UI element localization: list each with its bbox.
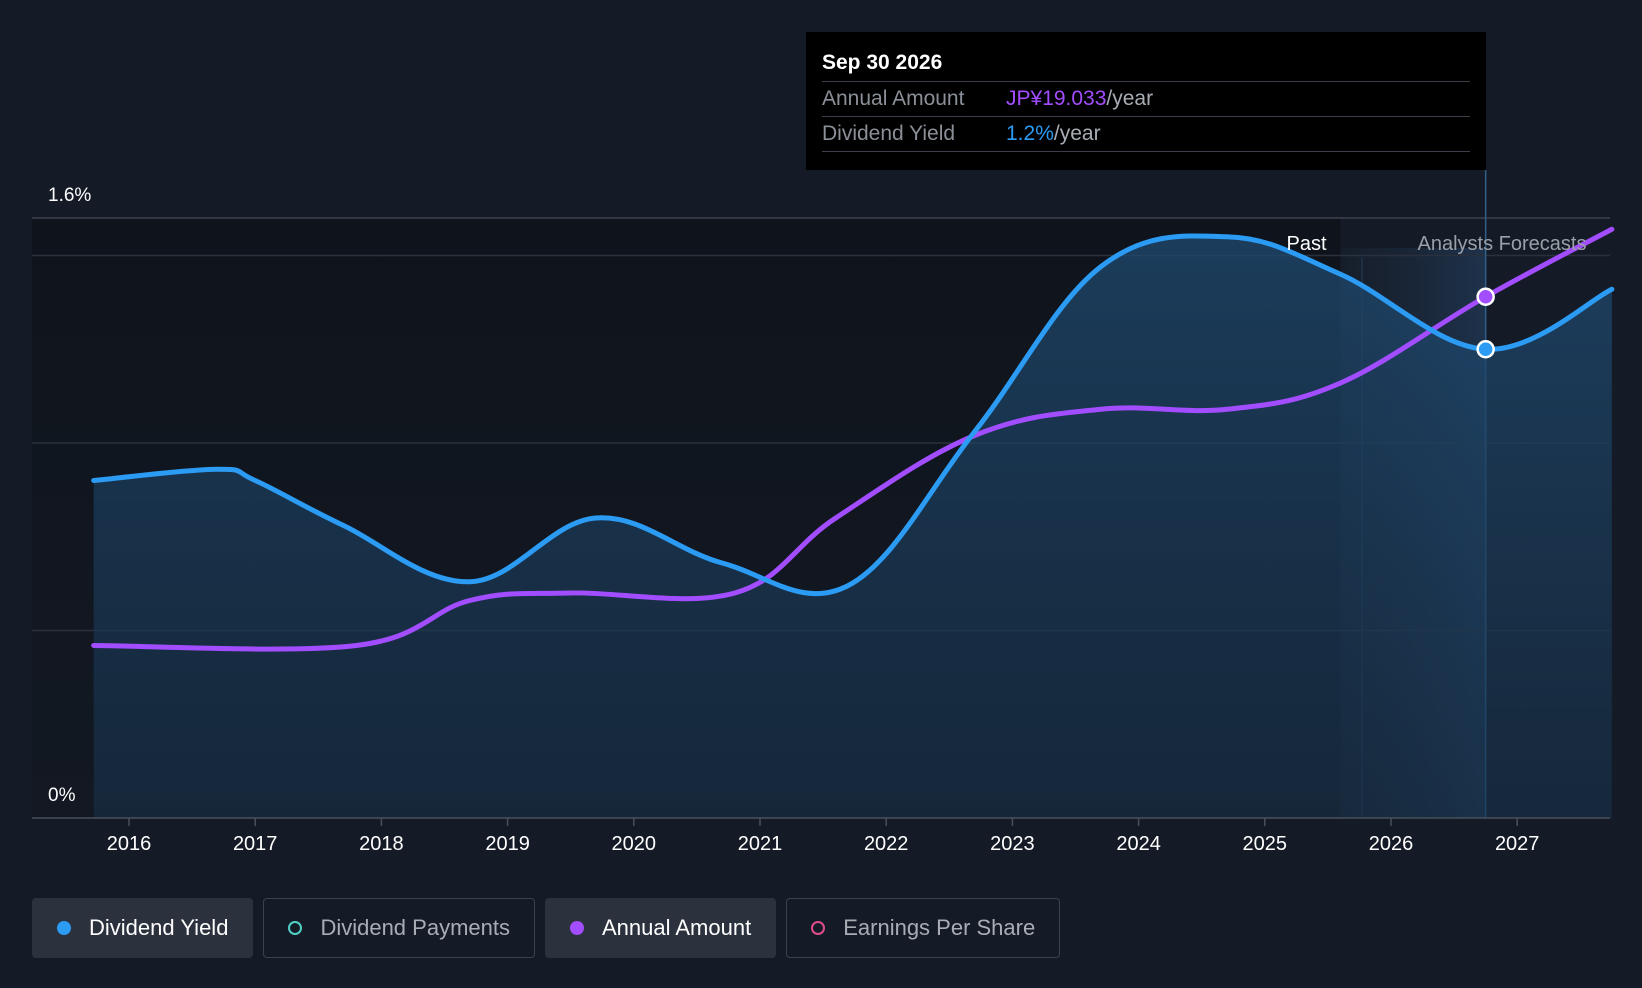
legend-label: Annual Amount [601,915,752,940]
x-tick-label: 2025 [1243,833,1288,855]
legend-ring-icon [288,921,303,935]
x-tick-label: 2024 [1116,833,1161,855]
annual-amount-line [91,226,1615,652]
legend-dot-icon [57,921,71,935]
dividend-yield-area [93,235,1612,819]
tooltip-value: 1.2% [1006,122,1054,145]
x-tick-label: 2027 [1495,833,1540,855]
annual-amount-marker [1476,287,1495,306]
x-tick-label: 2019 [485,833,530,855]
chart-legend: Dividend Yield Dividend Payments Annual … [32,898,1061,958]
legend-label: Dividend Yield [89,915,229,940]
tooltip-key: Annual Amount [822,87,965,110]
past-label: Past [1286,233,1326,255]
x-tick-label: 2018 [359,833,404,855]
x-tick-label: 2023 [990,833,1035,855]
tooltip-unit: /year [1106,87,1154,110]
legend-annual-amount-button[interactable]: Annual Amount [544,898,777,958]
legend-dividend-payments-button[interactable]: Dividend Payments [263,898,535,958]
dividend-yield-marker [1476,340,1495,359]
legend-earnings-per-share-button[interactable]: Earnings Per Share [786,898,1061,958]
y-tick-label: 1.6% [48,185,91,206]
legend-label: Dividend Payments [320,915,510,940]
legend-ring-icon [811,921,826,935]
legend-label: Earnings Per Share [843,915,1036,940]
y-tick-label: 0% [48,785,76,806]
tooltip-key: Dividend Yield [822,122,956,145]
legend-dividend-yield-button[interactable]: Dividend Yield [32,898,254,958]
x-tick-label: 2020 [612,833,657,855]
tooltip-value: JP¥19.033 [1006,87,1107,110]
tooltip-date: Sep 30 2026 [822,51,943,74]
x-tick-label: 2016 [107,833,152,855]
dividend-yield-line [91,233,1615,597]
tooltip-row-dividend-yield: Dividend Yield 1.2% /year [822,116,1470,152]
tooltip-row-annual-amount: Annual Amount JP¥19.033 /year [822,81,1470,116]
forecast-label: Analysts Forecasts [1418,233,1587,255]
x-tick-label: 2022 [864,833,909,855]
x-tick-label: 2021 [738,833,783,855]
hover-tooltip: Sep 30 2026 Annual Amount JP¥19.033 /yea… [806,32,1486,170]
x-tick-label: 2026 [1369,833,1414,855]
legend-dot-icon [569,921,584,935]
tooltip-unit: /year [1053,122,1101,145]
x-tick-label: 2017 [233,833,278,855]
